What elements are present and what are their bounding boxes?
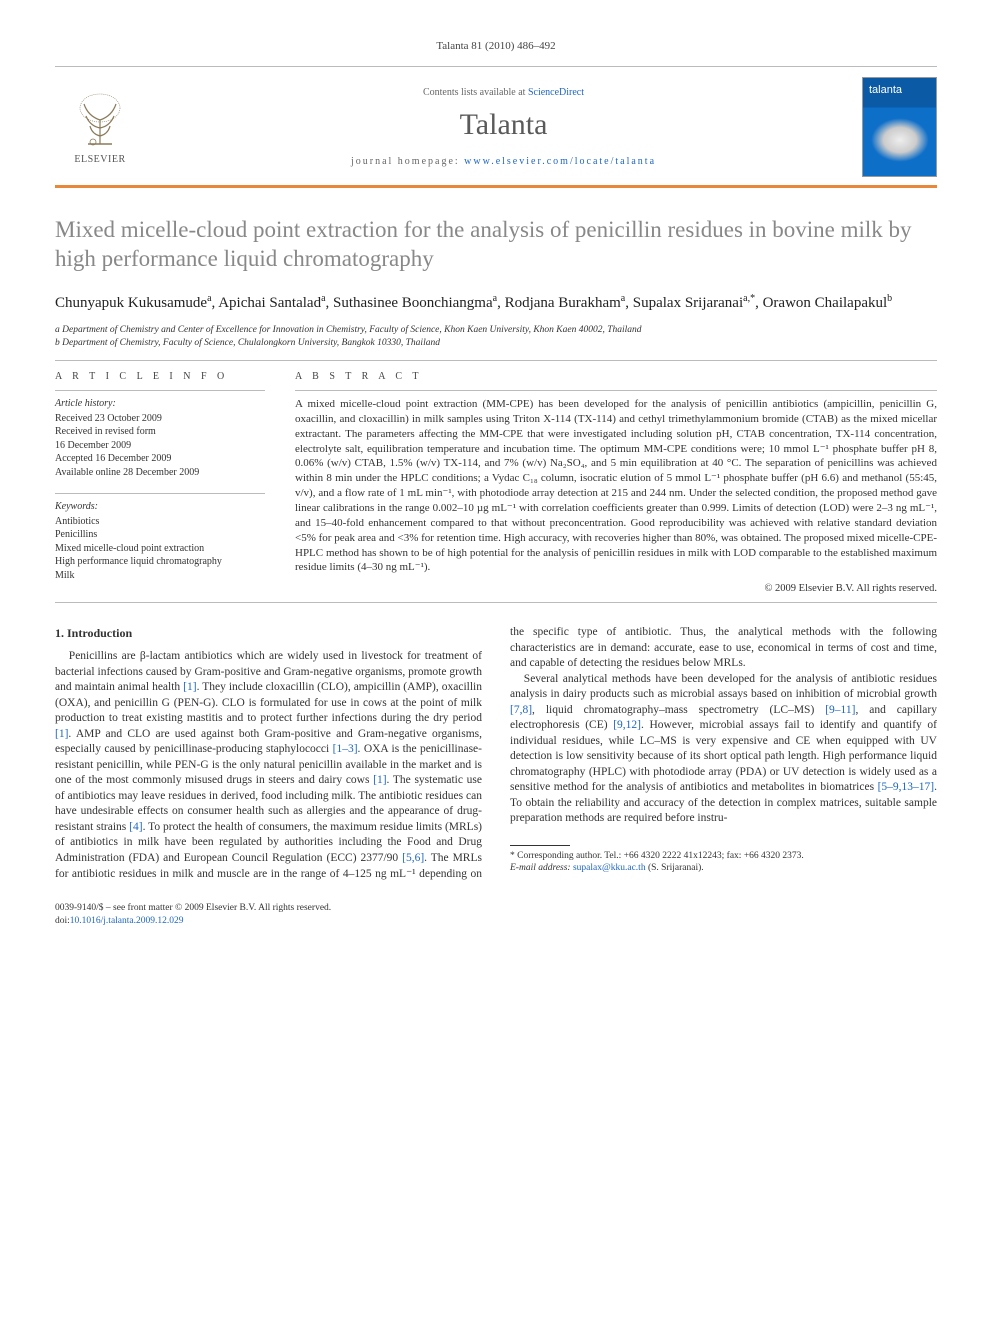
- history-item: Available online 28 December 2009: [55, 466, 265, 480]
- elsevier-tree-icon: [70, 90, 130, 150]
- journal-cover-thumbnail: talanta: [862, 77, 937, 177]
- ref-link[interactable]: [1–3]: [333, 743, 358, 755]
- contents-prefix: Contents lists available at: [423, 87, 528, 98]
- abstract-copyright: © 2009 Elsevier B.V. All rights reserved…: [295, 583, 937, 594]
- running-citation: Talanta 81 (2010) 486–492: [55, 40, 937, 52]
- keyword: High performance liquid chromatography: [55, 555, 265, 569]
- article-info-column: A R T I C L E I N F O Article history: R…: [55, 371, 265, 596]
- corresponding-author-note: * Corresponding author. Tel.: +66 4320 2…: [510, 850, 937, 862]
- text-run: . To protect the health: [143, 821, 243, 833]
- contents-available-line: Contents lists available at ScienceDirec…: [145, 87, 862, 98]
- abstract-text: A mixed micelle-cloud point extraction (…: [295, 390, 937, 575]
- corresponding-email-link[interactable]: supalax@kku.ac.th: [573, 863, 646, 873]
- text-run: Several analytical methods have been dev…: [510, 673, 937, 701]
- affiliation-a: a Department of Chemistry and Center of …: [55, 324, 937, 337]
- doi-line: doi:10.1016/j.talanta.2009.12.029: [55, 915, 937, 928]
- abstract-heading: A B S T R A C T: [295, 371, 937, 382]
- journal-banner: ELSEVIER Contents lists available at Sci…: [55, 66, 937, 188]
- doi-link[interactable]: 10.1016/j.talanta.2009.12.029: [70, 916, 184, 926]
- divider: [55, 602, 937, 603]
- ref-link[interactable]: [4]: [129, 821, 142, 833]
- ref-link[interactable]: [5,6]: [402, 852, 424, 864]
- doi-label: doi:: [55, 916, 70, 926]
- sciencedirect-link[interactable]: ScienceDirect: [528, 87, 584, 98]
- ref-link[interactable]: [1]: [183, 681, 196, 693]
- affiliation-b: b Department of Chemistry, Faculty of Sc…: [55, 337, 937, 350]
- intro-paragraph-2: Several analytical methods have been dev…: [510, 672, 937, 827]
- footnote-block: * Corresponding author. Tel.: +66 4320 2…: [510, 845, 937, 875]
- journal-homepage-line: journal homepage: www.elsevier.com/locat…: [145, 156, 862, 167]
- abstract-column: A B S T R A C T A mixed micelle-cloud po…: [295, 371, 937, 596]
- homepage-prefix: journal homepage:: [351, 156, 464, 167]
- email-suffix: (S. Srijaranai).: [646, 863, 704, 873]
- cover-title: talanta: [869, 84, 902, 96]
- publisher-logo-block: ELSEVIER: [55, 90, 145, 165]
- history-label: Article history:: [55, 397, 265, 411]
- author-list: Chunyapuk Kukusamudea, Apichai Santalada…: [55, 292, 937, 314]
- article-title: Mixed micelle-cloud point extraction for…: [55, 216, 937, 274]
- ref-link[interactable]: [7,8]: [510, 704, 532, 716]
- history-item: Accepted 16 December 2009: [55, 452, 265, 466]
- email-line: E-mail address: supalax@kku.ac.th (S. Sr…: [510, 862, 937, 874]
- ref-link[interactable]: [9–11]: [825, 704, 855, 716]
- section-1-heading: 1. Introduction: [55, 625, 482, 641]
- keywords-block: Keywords: Antibiotics Penicillins Mixed …: [55, 493, 265, 582]
- email-label: E-mail address:: [510, 863, 573, 873]
- keyword: Milk: [55, 569, 265, 583]
- ref-link[interactable]: [9,12]: [613, 719, 641, 731]
- ref-link[interactable]: [5–9,13–17]: [878, 781, 935, 793]
- journal-homepage-link[interactable]: www.elsevier.com/locate/talanta: [464, 156, 656, 167]
- body-two-column: 1. Introduction Penicillins are β-lactam…: [55, 625, 937, 882]
- issn-line: 0039-9140/$ – see front matter © 2009 El…: [55, 902, 937, 915]
- bottom-metadata: 0039-9140/$ – see front matter © 2009 El…: [55, 902, 937, 928]
- ref-link[interactable]: [1]: [373, 774, 386, 786]
- footnote-separator: [510, 845, 570, 846]
- keyword: Mixed micelle-cloud point extraction: [55, 542, 265, 556]
- elsevier-label: ELSEVIER: [55, 154, 145, 165]
- history-item: Received 23 October 2009: [55, 412, 265, 426]
- article-info-heading: A R T I C L E I N F O: [55, 371, 265, 382]
- text-run: , liquid chromatography–mass spectrometr…: [532, 704, 825, 716]
- keywords-label: Keywords:: [55, 500, 265, 514]
- divider: [55, 360, 937, 361]
- ref-link[interactable]: [1]: [55, 728, 68, 740]
- journal-name: Talanta: [145, 108, 862, 142]
- history-item: Received in revised form: [55, 425, 265, 439]
- keyword: Penicillins: [55, 528, 265, 542]
- affiliations: a Department of Chemistry and Center of …: [55, 324, 937, 351]
- article-history-block: Article history: Received 23 October 200…: [55, 390, 265, 479]
- history-item: 16 December 2009: [55, 439, 265, 453]
- keyword: Antibiotics: [55, 515, 265, 529]
